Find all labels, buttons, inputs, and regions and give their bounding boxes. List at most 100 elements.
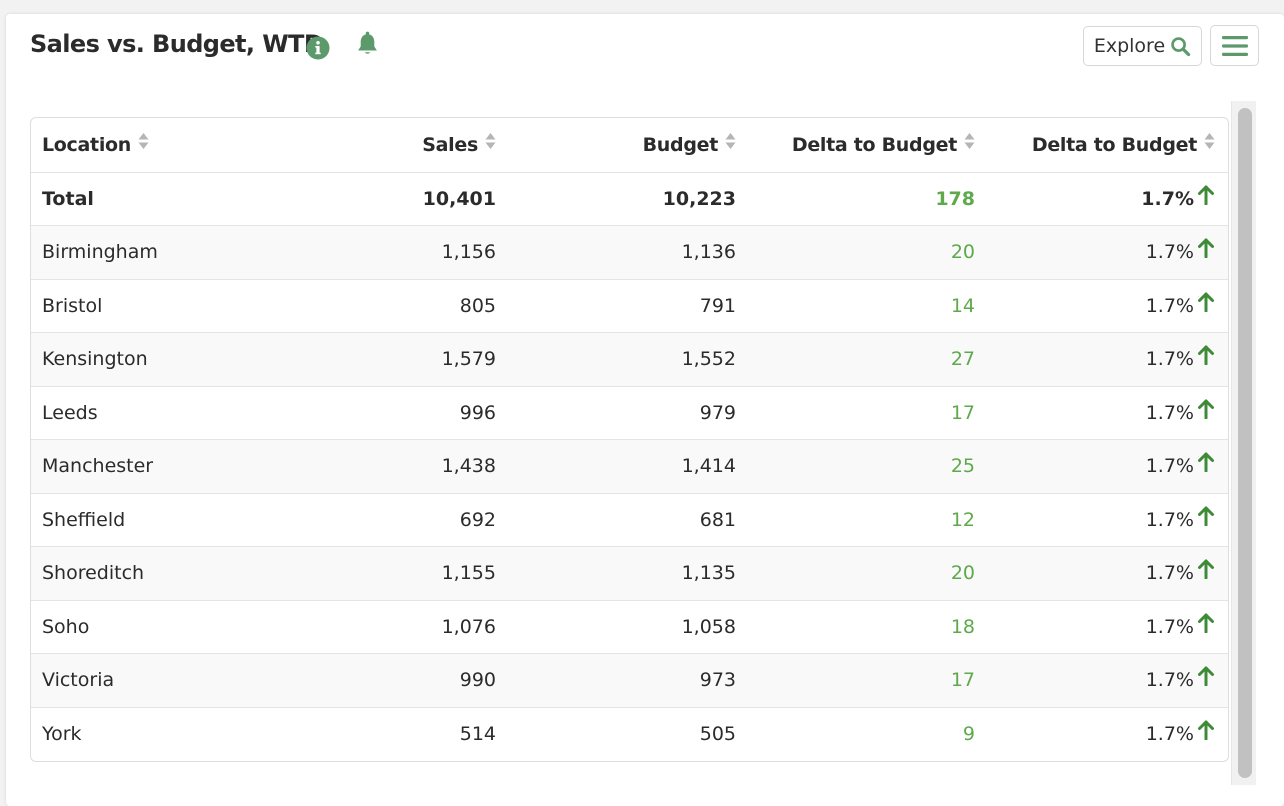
info-icon[interactable] xyxy=(306,36,330,60)
scrollbar-thumb[interactable] xyxy=(1238,108,1252,778)
delta-pct-cell: 1.7% xyxy=(978,547,1228,601)
location-cell: York xyxy=(42,723,82,745)
sales-vs-budget-widget: Sales vs. Budget, WTD Explore xyxy=(6,14,1284,806)
widget-menu-button[interactable] xyxy=(1210,25,1259,66)
sales-cell: 692 xyxy=(459,508,496,531)
column-header-delta-to-budget[interactable]: Delta to Budget xyxy=(739,118,978,172)
delta-pct-value: 1.7% xyxy=(1145,669,1194,692)
table-row: Soho 1,076 1,058 18 1.7% xyxy=(31,600,1228,654)
delta-pct-value: 1.7% xyxy=(1145,241,1194,264)
arrow-up-icon xyxy=(1197,559,1215,584)
arrow-up-icon xyxy=(1197,452,1215,477)
location-cell: Manchester xyxy=(42,455,154,478)
delta-cell: 25 xyxy=(950,455,975,478)
arrow-up-icon xyxy=(1197,720,1215,745)
sort-icon[interactable] xyxy=(725,132,736,155)
table-row: Sheffield 692 681 12 1.7% xyxy=(31,493,1228,547)
table-row: Manchester 1,438 1,414 25 1.7% xyxy=(31,439,1228,494)
table-row: Shoreditch 1,155 1,135 20 1.7% xyxy=(31,546,1228,601)
column-header-budget[interactable]: Budget xyxy=(499,118,739,172)
arrow-up-icon xyxy=(1197,613,1215,638)
table-row: Birmingham 1,156 1,136 20 1.7% xyxy=(31,225,1228,280)
sales-cell: 1,579 xyxy=(441,348,496,371)
sales-cell: 805 xyxy=(459,294,496,317)
sales-cell: 10,401 xyxy=(422,187,496,210)
location-cell: Birmingham xyxy=(42,241,158,264)
delta-cell: 17 xyxy=(950,401,975,424)
table-row: Leeds 996 979 17 1.7% xyxy=(31,386,1228,440)
column-header-label: Delta to Budget xyxy=(1031,133,1197,156)
location-cell: Soho xyxy=(42,615,90,638)
delta-cell: 27 xyxy=(950,348,975,371)
delta-pct-value: 1.7% xyxy=(1141,187,1194,210)
column-header-sales[interactable]: Sales xyxy=(263,118,499,172)
column-header-label: Delta to Budget xyxy=(791,133,957,156)
delta-cell: 12 xyxy=(950,508,975,531)
delta-pct-value: 1.7% xyxy=(1145,723,1194,745)
table-header-row: Location Sales Budget Delta to Budget De… xyxy=(31,118,1228,172)
budget-cell: 973 xyxy=(699,669,736,692)
delta-pct-cell: 1.7% xyxy=(978,600,1228,654)
delta-cell: 178 xyxy=(935,187,975,210)
location-cell: Total xyxy=(42,187,94,210)
budget-cell: 1,414 xyxy=(681,455,736,478)
sort-icon[interactable] xyxy=(485,132,496,155)
budget-cell: 1,135 xyxy=(681,562,736,585)
column-header-label: Sales xyxy=(422,133,478,156)
budget-cell: 1,552 xyxy=(681,348,736,371)
delta-pct-value: 1.7% xyxy=(1145,401,1194,424)
search-icon xyxy=(1171,36,1191,56)
sales-cell: 1,156 xyxy=(441,241,496,264)
vertical-scrollbar[interactable] xyxy=(1231,101,1256,785)
budget-cell: 681 xyxy=(699,508,736,531)
location-cell: Victoria xyxy=(42,669,115,692)
delta-pct-cell: 1.7% xyxy=(978,386,1228,440)
sort-icon[interactable] xyxy=(138,132,149,155)
column-header-label: Budget xyxy=(642,133,719,156)
arrow-up-icon xyxy=(1197,506,1215,531)
delta-pct-value: 1.7% xyxy=(1145,615,1194,638)
budget-cell: 979 xyxy=(699,401,736,424)
delta-pct-value: 1.7% xyxy=(1145,562,1194,585)
column-header-delta-to-budget-pct[interactable]: Delta to Budget xyxy=(978,118,1228,172)
budget-cell: 791 xyxy=(699,294,736,317)
delta-cell: 17 xyxy=(950,669,975,692)
sales-cell: 996 xyxy=(459,401,496,424)
explore-button-label: Explore xyxy=(1093,35,1166,57)
delta-pct-cell: 1.7% xyxy=(978,333,1228,387)
widget-title: Sales vs. Budget, WTD xyxy=(30,30,324,58)
delta-cell: 20 xyxy=(950,241,975,264)
table-row: York 514 505 9 1.7% xyxy=(31,707,1228,761)
delta-pct-cell: 1.7% xyxy=(978,440,1228,494)
delta-pct-value: 1.7% xyxy=(1145,455,1194,478)
column-header-location[interactable]: Location xyxy=(31,118,263,172)
delta-cell: 14 xyxy=(950,294,975,317)
location-cell: Bristol xyxy=(42,294,103,317)
delta-pct-cell: 1.7% xyxy=(978,226,1228,280)
table-row: Victoria 990 973 17 1.7% xyxy=(31,653,1228,708)
delta-pct-value: 1.7% xyxy=(1145,348,1194,371)
bell-icon[interactable] xyxy=(355,31,380,57)
arrow-up-icon xyxy=(1197,666,1215,691)
delta-pct-cell: 1.7% xyxy=(978,654,1228,708)
arrow-up-icon xyxy=(1197,399,1215,424)
delta-pct-cell: 1.7% xyxy=(978,172,1228,226)
arrow-up-icon xyxy=(1197,345,1215,370)
total-row: Total 10,401 10,223 178 1.7% xyxy=(31,172,1228,226)
budget-cell: 1,136 xyxy=(681,241,736,264)
sales-cell: 990 xyxy=(459,669,496,692)
arrow-up-icon xyxy=(1197,292,1215,317)
delta-cell: 9 xyxy=(962,723,975,745)
location-cell: Shoreditch xyxy=(42,562,145,585)
table-row: Bristol 805 791 14 1.7% xyxy=(31,279,1228,333)
data-table-container: Location Sales Budget Delta to Budget De… xyxy=(30,117,1229,762)
arrow-up-icon xyxy=(1197,238,1215,263)
delta-pct-cell: 1.7% xyxy=(978,279,1228,333)
sort-icon[interactable] xyxy=(964,132,975,155)
budget-cell: 10,223 xyxy=(662,187,736,210)
sort-icon[interactable] xyxy=(1204,132,1215,155)
delta-pct-value: 1.7% xyxy=(1145,294,1194,317)
delta-pct-cell: 1.7% xyxy=(978,493,1228,547)
delta-pct-cell: 1.7% xyxy=(978,707,1228,761)
explore-button[interactable]: Explore xyxy=(1083,26,1202,66)
